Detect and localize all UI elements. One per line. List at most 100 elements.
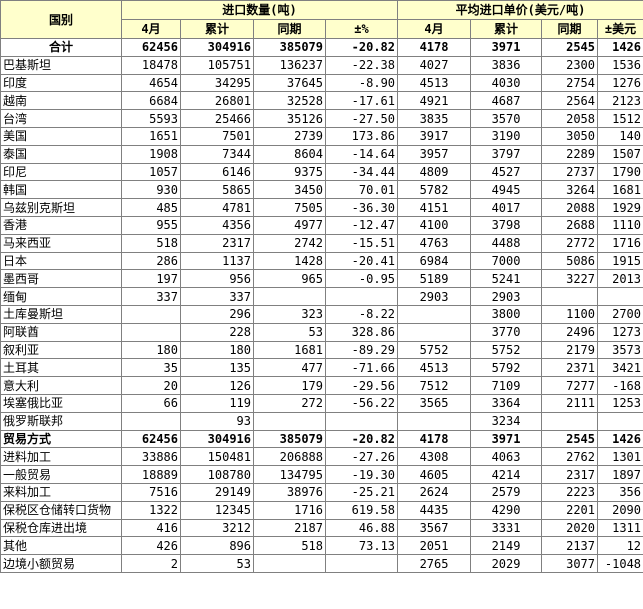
row-label: 贸易方式 <box>0 429 122 449</box>
table-cell: 3264 <box>541 180 599 200</box>
table-row: 乌兹别克斯坦 485 4781 7505 -36.30 4151 4017 2088 1929 <box>0 198 643 217</box>
table-cell: 18889 <box>121 465 181 484</box>
table-cell: 304916 <box>180 429 254 449</box>
table-row: 意大利 20 126 179 -29.56 7512 7109 7277 -168 <box>0 376 643 395</box>
table-cell: 135 <box>180 358 254 378</box>
row-label: 印度 <box>0 73 122 93</box>
table-cell: -20.41 <box>324 251 399 271</box>
table-cell: 33886 <box>121 447 181 467</box>
table-cell: -25.21 <box>324 482 399 502</box>
row-label: 美国 <box>0 126 122 146</box>
table-cell: 2187 <box>253 518 326 538</box>
table-cell: 4809 <box>397 162 472 182</box>
table-cell: 5189 <box>397 269 472 289</box>
table-row: 马来西亚 518 2317 2742 -15.51 4763 4488 2772 1716 <box>0 233 643 253</box>
row-label: 缅甸 <box>0 287 122 306</box>
table-row: 土耳其 35 135 477 -71.66 4513 5792 2371 3421 <box>0 358 643 378</box>
table-cell: 3331 <box>470 518 543 538</box>
table-cell: 2137 <box>541 536 599 556</box>
table-cell: -27.50 <box>324 109 399 128</box>
table-cell: -1048 <box>597 554 643 573</box>
table-cell: -0.95 <box>324 269 399 289</box>
table-cell: -22.38 <box>324 55 399 75</box>
header-price-group: 平均进口单价(美元/吨) <box>397 0 643 20</box>
row-label: 保税区仓储转口货物 <box>0 500 122 520</box>
row-label: 日本 <box>0 251 122 271</box>
table-cell: 3797 <box>470 144 543 164</box>
table-cell: 2317 <box>180 233 254 253</box>
table-cell: 3364 <box>470 393 543 413</box>
table-cell: 197 <box>121 269 181 289</box>
table-cell: 4921 <box>397 91 472 111</box>
import-statistics-table: 国别 进口数量(吨) 平均进口单价(美元/吨) 4月 累计 同期 ±% 4月 累… <box>0 0 643 573</box>
header-quantity-group: 进口数量(吨) <box>120 0 399 20</box>
table-cell <box>324 411 399 431</box>
table-cell: 2029 <box>470 554 543 573</box>
table-cell <box>324 287 399 306</box>
table-cell: 3190 <box>470 126 543 146</box>
table-cell: 5865 <box>180 180 254 200</box>
table-cell: 4308 <box>397 447 472 467</box>
table-cell: 5086 <box>541 251 599 271</box>
table-cell: 1426 <box>597 429 643 449</box>
table-cell: 1908 <box>121 144 181 164</box>
table-cell: 2545 <box>541 429 599 449</box>
table-cell: 896 <box>180 536 254 556</box>
table-row: 台湾 5593 25466 35126 -27.50 3835 3570 2058 1512 <box>0 109 643 128</box>
table-cell: 2201 <box>541 500 599 520</box>
table-cell: 930 <box>121 180 181 200</box>
table-cell: -89.29 <box>324 340 399 360</box>
table-cell: 1512 <box>597 109 643 128</box>
row-label: 来料加工 <box>0 482 122 502</box>
table-cell: 2903 <box>470 287 543 306</box>
table-cell: 2739 <box>253 126 326 146</box>
table-cell: 3917 <box>397 126 472 146</box>
table-cell: 26801 <box>180 91 254 111</box>
table-cell: 25466 <box>180 109 254 128</box>
header-price-change: ±美元 <box>597 19 643 39</box>
table-cell: 35 <box>121 358 181 378</box>
table-cell: 2223 <box>541 482 599 502</box>
table-cell: 328.86 <box>324 322 399 342</box>
table-cell: 4356 <box>180 215 254 235</box>
table-cell <box>253 411 326 431</box>
table-cell: 20 <box>121 376 181 395</box>
table-row: 美国 1651 7501 2739 173.86 3917 3190 3050 140 <box>0 126 643 146</box>
table-cell: 4977 <box>253 215 326 235</box>
table-cell: 62456 <box>121 429 181 449</box>
table-cell: 179 <box>253 376 326 395</box>
table-cell: 73.13 <box>324 536 399 556</box>
table-cell: 2317 <box>541 465 599 484</box>
table-cell: 2765 <box>397 554 472 573</box>
table-cell: 4945 <box>470 180 543 200</box>
table-cell <box>541 287 599 306</box>
table-cell: 228 <box>180 322 254 342</box>
table-cell: 3565 <box>397 393 472 413</box>
table-row: 巴基斯坦 18478 105751 136237 -22.38 4027 3836 2300 1… <box>0 55 643 75</box>
table-cell <box>253 554 326 573</box>
table-cell: 485 <box>121 198 181 217</box>
table-cell: 4513 <box>397 358 472 378</box>
table-cell: 356 <box>597 482 643 502</box>
table-row: 香港 955 4356 4977 -12.47 4100 3798 2688 1110 <box>0 215 643 235</box>
table-cell: -34.44 <box>324 162 399 182</box>
table-cell: 1681 <box>253 340 326 360</box>
table-cell: 5752 <box>470 340 543 360</box>
table-cell: 7516 <box>121 482 181 502</box>
table-cell: 12 <box>597 536 643 556</box>
header-price-month: 4月 <box>397 19 472 39</box>
table-cell: 3971 <box>470 38 543 57</box>
table-cell: 1536 <box>597 55 643 75</box>
table-row: 墨西哥 197 956 965 -0.95 5189 5241 3227 2013 <box>0 269 643 289</box>
row-label: 俄罗斯联邦 <box>0 411 122 431</box>
row-label: 阿联酋 <box>0 322 122 342</box>
table-cell: 18478 <box>121 55 181 75</box>
table-cell: 5241 <box>470 269 543 289</box>
table-cell: 8604 <box>253 144 326 164</box>
table-cell: 416 <box>121 518 181 538</box>
table-cell: 34295 <box>180 73 254 93</box>
table-cell: -14.64 <box>324 144 399 164</box>
table-cell: 3234 <box>470 411 543 431</box>
table-cell: 286 <box>121 251 181 271</box>
table-cell: 1426 <box>597 38 643 57</box>
